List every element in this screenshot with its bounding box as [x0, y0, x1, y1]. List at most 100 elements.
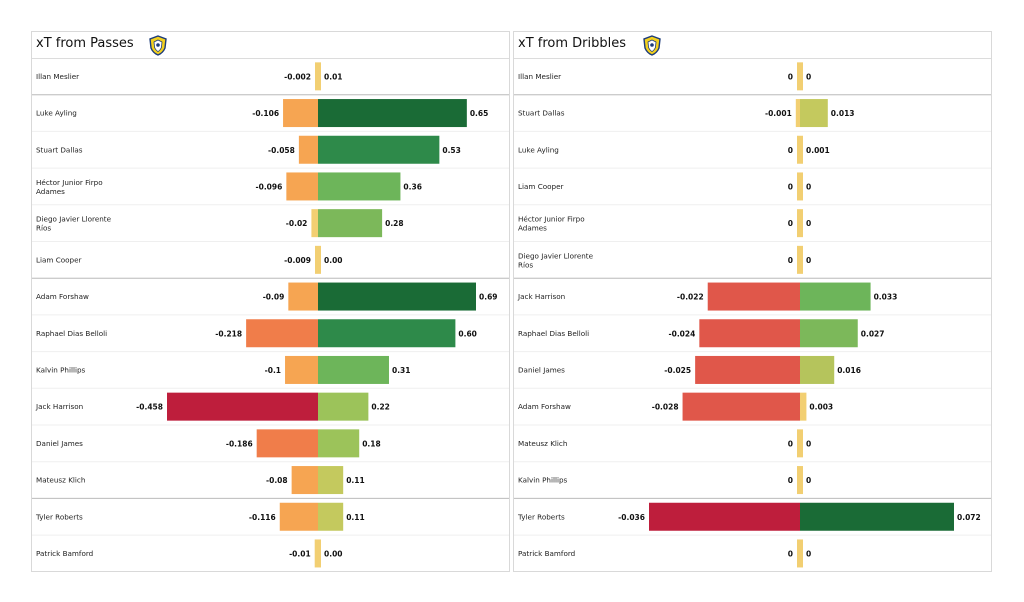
positive-bar [318, 502, 344, 531]
positive-value-label: 0.003 [809, 403, 833, 412]
positive-bar [800, 245, 803, 274]
player-name: Stuart Dallas [518, 109, 565, 118]
positive-value-label: 0 [806, 476, 811, 485]
negative-bar [291, 466, 318, 495]
positive-value-label: 0.016 [837, 366, 861, 375]
positive-value-label: 0.53 [442, 146, 461, 155]
negative-bar [797, 539, 800, 568]
positive-bar [318, 355, 389, 384]
negative-bar [246, 319, 318, 348]
negative-value-label: 0 [788, 439, 793, 448]
negative-bar [797, 172, 800, 201]
positive-value-label: 0.31 [392, 366, 411, 375]
player-name: Jack Harrison [517, 292, 565, 301]
negative-value-label: -0.036 [618, 513, 645, 522]
positive-bar [800, 392, 807, 421]
negative-bar [682, 392, 800, 421]
positive-value-label: 0.033 [874, 293, 898, 302]
negative-value-label: -0.458 [136, 403, 163, 412]
positive-bar [318, 282, 476, 311]
positive-bar [318, 392, 369, 421]
positive-bar [800, 135, 803, 164]
negative-value-label: -0.1 [265, 366, 281, 375]
positive-bar [800, 466, 803, 495]
negative-bar [256, 429, 318, 458]
xt-passes-panel: xT from Passes Illan Meslier -0.002 0.01 Lu… [31, 31, 510, 572]
player-name: Héctor Junior Firpo Adames [36, 178, 103, 196]
negative-bar [695, 355, 800, 384]
negative-value-label: -0.024 [668, 329, 695, 338]
positive-bar [318, 135, 440, 164]
negative-bar [797, 62, 800, 91]
negative-bar [288, 282, 318, 311]
negative-bar [797, 429, 800, 458]
negative-value-label: -0.028 [652, 403, 679, 412]
positive-value-label: 0.072 [957, 513, 981, 522]
negative-value-label: 0 [788, 219, 793, 228]
player-name: Liam Cooper [518, 182, 563, 191]
player-name: Tyler Roberts [517, 512, 565, 521]
negative-bar [315, 62, 318, 91]
player-name: Diego Javier Llorente Ríos [36, 215, 112, 233]
panel-header: xT from Dribbles [514, 32, 991, 59]
negative-bar [797, 466, 800, 495]
positive-bar [800, 62, 803, 91]
positive-value-label: 0.00 [324, 549, 343, 558]
player-name: Tyler Roberts [35, 512, 83, 521]
negative-value-label: -0.08 [266, 476, 288, 485]
positive-value-label: 0 [806, 439, 811, 448]
player-name: Mateusz Klich [518, 439, 567, 448]
positive-bar [800, 355, 835, 384]
negative-bar [707, 282, 800, 311]
positive-value-label: 0.013 [831, 109, 855, 118]
positive-bar [800, 172, 803, 201]
negative-value-label: 0 [788, 549, 793, 558]
positive-value-label: 0.69 [479, 293, 498, 302]
negative-bar [797, 209, 800, 238]
positive-bar [318, 172, 401, 201]
player-name: Luke Ayling [518, 145, 559, 154]
panel-header: xT from Passes [32, 32, 509, 59]
xt-dribbles-chart: Illan Meslier 0 0 Stuart Dallas -0.001 0.013 L… [514, 62, 991, 568]
positive-bar [800, 502, 954, 531]
negative-value-label: -0.09 [263, 293, 285, 302]
negative-bar [649, 502, 800, 531]
negative-value-label: -0.116 [249, 513, 276, 522]
positive-bar [800, 282, 871, 311]
player-name: Diego Javier Llorente Ríos [518, 251, 594, 269]
positive-value-label: 0.28 [385, 219, 404, 228]
leeds-united-crest-icon [149, 35, 167, 56]
player-name: Illan Meslier [36, 72, 79, 81]
negative-value-label: 0 [788, 182, 793, 191]
positive-value-label: 0 [806, 182, 811, 191]
negative-value-label: 0 [788, 72, 793, 81]
positive-bar [800, 99, 828, 128]
positive-bar [318, 539, 321, 568]
negative-value-label: -0.058 [268, 146, 295, 155]
positive-value-label: 0.001 [806, 146, 830, 155]
player-name: Stuart Dallas [36, 145, 83, 154]
positive-bar [318, 429, 360, 458]
positive-value-label: 0.65 [470, 109, 489, 118]
negative-bar [283, 99, 318, 128]
positive-bar [318, 245, 321, 274]
chart-title: xT from Passes [36, 36, 134, 51]
player-name: Jack Harrison [35, 402, 83, 411]
negative-value-label: -0.025 [664, 366, 691, 375]
player-name: Raphael Dias Belloli [518, 329, 589, 338]
negative-value-label: -0.186 [226, 439, 253, 448]
positive-bar [318, 319, 456, 348]
negative-value-label: 0 [788, 476, 793, 485]
negative-bar [797, 135, 800, 164]
player-name: Daniel James [36, 439, 83, 448]
negative-value-label: 0 [788, 256, 793, 265]
positive-value-label: 0.18 [362, 439, 381, 448]
xt-passes-chart: Illan Meslier -0.002 0.01 Luke Ayling -0.106… [32, 62, 509, 568]
negative-value-label: -0.218 [215, 329, 242, 338]
positive-bar [800, 209, 803, 238]
positive-value-label: 0.36 [403, 182, 422, 191]
positive-value-label: 0 [806, 256, 811, 265]
chart-title: xT from Dribbles [518, 36, 627, 51]
player-name: Liam Cooper [36, 255, 81, 264]
positive-value-label: 0.01 [324, 72, 343, 81]
